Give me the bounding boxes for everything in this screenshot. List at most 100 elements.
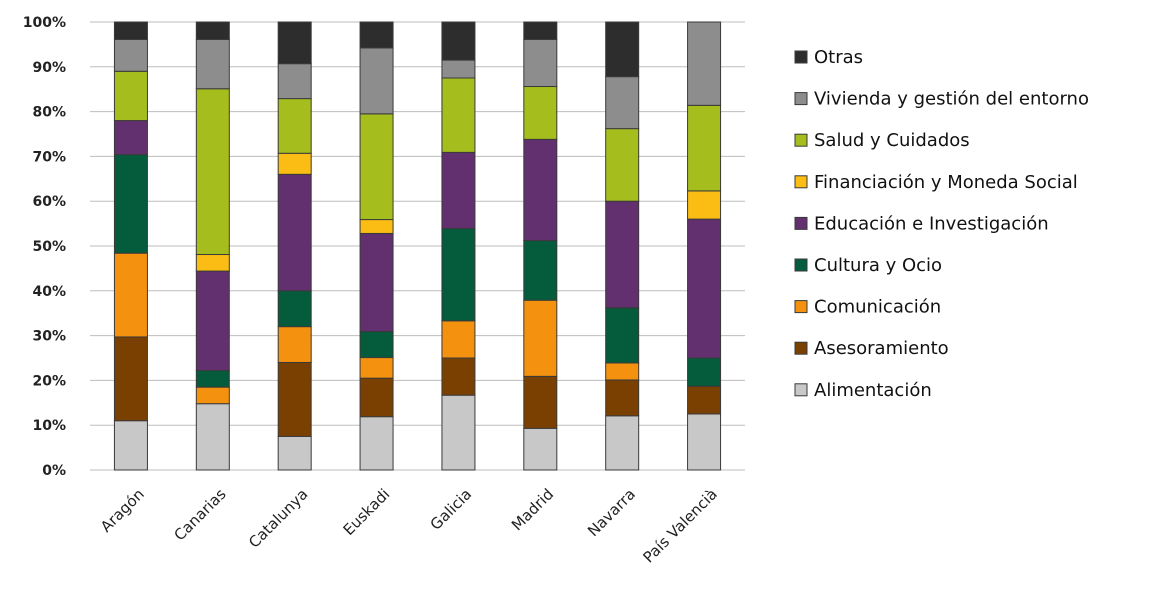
bar-segment <box>523 427 558 471</box>
bar-segment <box>605 128 640 202</box>
y-tick-label: 60% <box>32 194 66 210</box>
y-tick-label: 80% <box>32 105 66 121</box>
x-axis-ticks: Aragón Canarias Catalunya Euskadi Galicia Mad… <box>97 485 721 567</box>
y-tick-label: 10% <box>32 418 66 434</box>
bar-segment <box>441 21 476 61</box>
bar-segment <box>195 403 230 471</box>
legend-label: Cultura y Ocio <box>814 255 942 276</box>
bar-segment <box>605 76 640 130</box>
bar-segment <box>195 270 230 372</box>
bar-segment <box>277 173 312 292</box>
x-tick-label: Aragón <box>97 485 148 536</box>
bar-segment <box>441 151 476 230</box>
legend-label: Vivienda y gestión del entorno <box>814 89 1089 110</box>
bar-segment <box>605 307 640 364</box>
bar-segment <box>195 21 230 40</box>
y-tick-label: 20% <box>32 373 66 389</box>
legend-label: Alimentación <box>814 380 932 401</box>
bar-segment <box>441 59 476 79</box>
bar-segment <box>113 336 148 422</box>
legend-label: Asesoramiento <box>814 338 949 359</box>
legend-swatch <box>794 300 808 314</box>
y-axis-ticks: 0% 10% 20% 30% 40% 50% 60% 70% 80% 90% 100% <box>23 15 66 479</box>
legend-swatch <box>794 216 808 230</box>
legend-label: Comunicación <box>814 297 941 318</box>
legend-label: Otras <box>814 47 863 68</box>
bar-segment <box>277 361 312 437</box>
bar-segment <box>687 21 722 106</box>
bar-segment <box>523 299 558 377</box>
bar-segment <box>605 200 640 309</box>
bar-segment <box>687 104 722 192</box>
bar-segment <box>277 435 312 471</box>
bar-segment <box>441 228 476 322</box>
y-tick-label: 100% <box>23 15 66 31</box>
bar-segment <box>277 152 312 175</box>
bar-segment <box>523 38 558 88</box>
bar-segment <box>113 154 148 254</box>
bar-segment <box>605 362 640 381</box>
bar-segment <box>441 394 476 471</box>
bar-segment <box>605 379 640 417</box>
bar-segment <box>113 120 148 156</box>
x-tick-label: País Valencià <box>639 485 720 566</box>
legend-label: Salud y Cuidados <box>814 130 970 151</box>
bar-segment <box>359 416 394 471</box>
bar-segment <box>523 21 558 40</box>
y-tick-label: 40% <box>32 284 66 300</box>
bar-segment <box>359 47 394 115</box>
x-tick-label: Madrid <box>508 485 557 534</box>
bar-segment <box>523 86 558 140</box>
x-tick-label: Canarias <box>170 485 229 544</box>
y-tick-label: 50% <box>32 239 66 255</box>
legend-swatch <box>794 341 808 355</box>
bar-segment <box>359 357 394 379</box>
bar-segment <box>605 21 640 78</box>
bar-segment <box>441 320 476 359</box>
y-tick-label: 30% <box>32 329 66 345</box>
x-tick-label: Euskadi <box>340 485 394 539</box>
y-tick-label: 70% <box>32 149 66 165</box>
bar-segment <box>113 252 148 338</box>
bar-segment <box>523 375 558 429</box>
legend-swatch <box>794 175 808 189</box>
bar-segment <box>687 218 722 359</box>
bar-segment <box>195 254 230 272</box>
bar-segment <box>359 219 394 234</box>
bar-segment <box>359 232 394 333</box>
bar-segment <box>359 331 394 359</box>
legend-label: Financiación y Moneda Social <box>814 172 1078 193</box>
legend: Otras Vivienda y gestión del entorno Salud… <box>794 47 1089 401</box>
bar-segment <box>113 420 148 471</box>
legend-label: Educación e Investigación <box>814 213 1049 234</box>
x-tick-label: Navarra <box>584 485 639 540</box>
gridlines <box>90 21 745 471</box>
bar-segment <box>195 38 230 90</box>
bar-segment <box>687 413 722 471</box>
bar-segment <box>359 377 394 418</box>
bar-segment <box>113 21 148 40</box>
bar-segment <box>523 240 558 301</box>
bar-segment <box>687 190 722 220</box>
legend-swatch <box>794 133 808 147</box>
legend-swatch <box>794 50 808 64</box>
bar-segment <box>441 357 476 396</box>
y-tick-label: 0% <box>42 463 66 479</box>
bar-segment <box>359 113 394 221</box>
bar-segment <box>523 138 558 242</box>
bar-segment <box>687 385 722 415</box>
legend-swatch <box>794 258 808 272</box>
bar-segment <box>277 326 312 363</box>
bar-segment <box>277 21 312 65</box>
bar-segment <box>605 415 640 471</box>
bar-segment <box>195 370 230 388</box>
bar-segment <box>687 357 722 387</box>
bar-segment <box>359 21 394 49</box>
bar-segment <box>113 70 148 122</box>
bar-segment <box>441 77 476 153</box>
bar-segment <box>195 88 230 256</box>
legend-swatch <box>794 92 808 106</box>
bar-segment <box>277 98 312 154</box>
legend-swatch <box>794 383 808 397</box>
